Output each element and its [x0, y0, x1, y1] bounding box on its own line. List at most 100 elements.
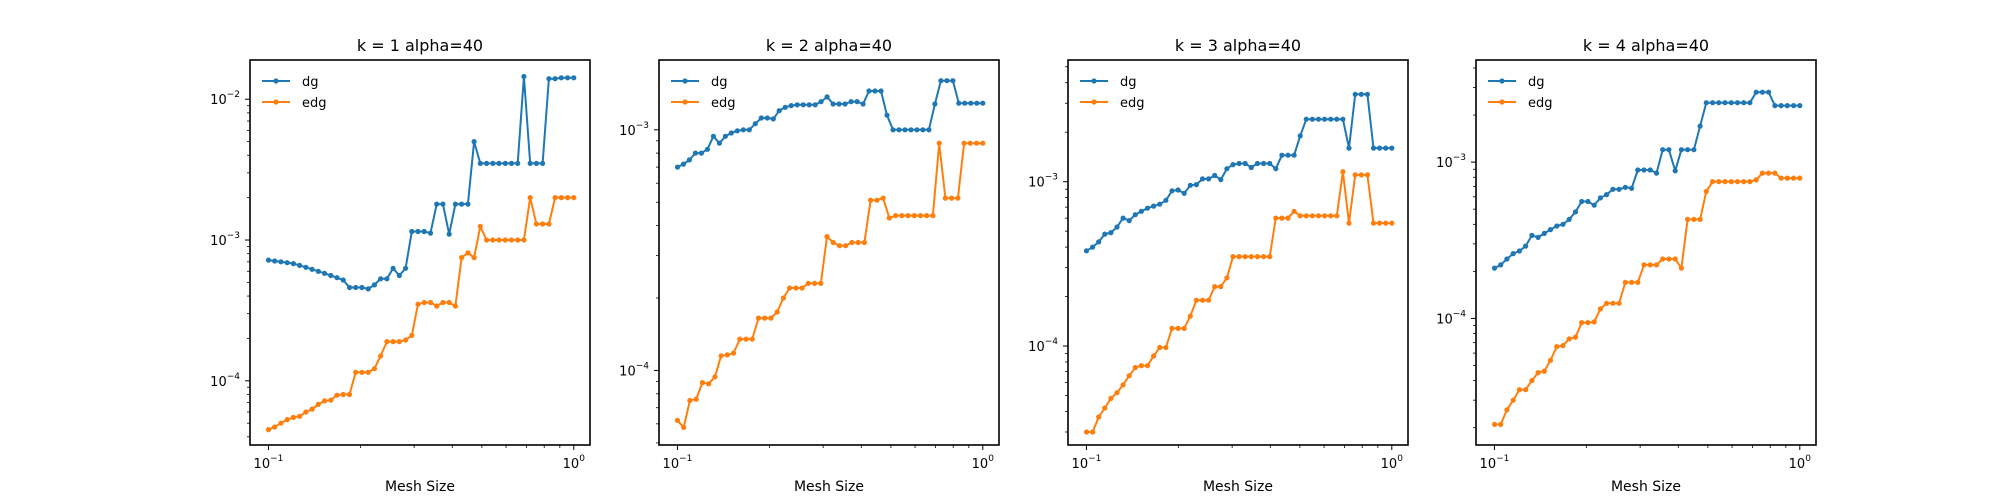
data-point-dg	[1666, 147, 1672, 153]
data-point-edg	[730, 350, 737, 356]
data-point-dg	[830, 101, 836, 107]
data-point-dg	[1510, 251, 1516, 257]
x-axis-label: Mesh Size	[1203, 479, 1273, 495]
data-point-edg	[1635, 279, 1641, 285]
data-point-dg	[860, 101, 866, 107]
data-point-edg	[1328, 213, 1334, 219]
data-point-dg	[974, 100, 980, 106]
x-tick-label: 100	[1381, 454, 1404, 472]
data-point-dg	[328, 272, 334, 279]
data-point-dg	[1236, 160, 1242, 167]
x-tick-label: 10−1	[663, 454, 693, 472]
data-point-dg	[896, 127, 902, 133]
data-point-edg	[681, 424, 687, 430]
data-point-dg	[272, 258, 278, 264]
data-point-edg	[1572, 334, 1579, 340]
data-point-edg	[1753, 177, 1759, 183]
data-point-dg	[1279, 152, 1285, 158]
data-point-dg	[1138, 208, 1144, 214]
data-point-edg	[1297, 213, 1303, 219]
data-point-edg	[1285, 215, 1291, 221]
data-point-dg	[1753, 89, 1759, 95]
data-point-edg	[315, 401, 321, 407]
data-point-edg	[346, 391, 353, 398]
legend-marker-dg	[1499, 78, 1505, 84]
data-point-dg	[365, 286, 371, 292]
data-point-edg	[1784, 175, 1790, 181]
data-point-dg	[1566, 216, 1572, 222]
legend-label-dg: dg	[711, 75, 728, 90]
data-point-dg	[890, 127, 896, 133]
data-point-edg	[1334, 213, 1340, 219]
data-point-edg	[917, 213, 924, 219]
data-point-edg	[1597, 306, 1603, 312]
data-point-dg	[533, 160, 540, 166]
data-point-dg	[353, 284, 359, 291]
data-point-dg	[956, 100, 962, 106]
data-point-edg	[1083, 429, 1090, 435]
data-point-dg	[818, 99, 824, 105]
series-line-dg	[1085, 93, 1392, 252]
data-point-dg	[722, 133, 729, 139]
legend-label-edg: edg	[1528, 96, 1553, 111]
data-point-edg	[1236, 254, 1242, 260]
data-point-edg	[836, 243, 843, 249]
data-point-dg	[1722, 100, 1728, 106]
data-point-dg	[1591, 202, 1597, 208]
data-point-edg	[712, 374, 718, 380]
data-point-dg	[1163, 197, 1169, 203]
data-point-edg	[1358, 172, 1364, 178]
data-point-edg	[824, 234, 830, 240]
y-tick-label: 10−4	[210, 372, 240, 390]
data-point-dg	[1328, 116, 1334, 122]
data-point-edg	[1383, 220, 1389, 226]
data-point-dg	[384, 276, 390, 282]
data-point-edg	[484, 237, 490, 243]
data-point-edg	[340, 391, 346, 398]
data-point-edg	[787, 285, 793, 291]
data-point-dg	[944, 78, 950, 84]
data-point-dg	[427, 230, 434, 236]
data-point-dg	[1629, 185, 1635, 191]
data-point-dg	[1535, 234, 1541, 240]
data-point-edg	[533, 221, 540, 227]
data-point-edg	[1710, 179, 1716, 185]
x-axis-label: Mesh Size	[385, 479, 455, 495]
data-point-edg	[699, 380, 706, 386]
data-point-edg	[1175, 325, 1181, 331]
data-point-edg	[565, 195, 571, 201]
data-point-edg	[955, 195, 961, 201]
data-point-dg	[1322, 116, 1328, 122]
data-point-dg	[1144, 205, 1151, 211]
data-point-dg	[1370, 145, 1377, 151]
x-tick-label: 100	[972, 454, 995, 472]
data-point-edg	[724, 352, 730, 358]
data-point-edg	[1579, 320, 1585, 326]
data-point-dg	[496, 160, 502, 166]
data-point-dg	[1597, 195, 1603, 201]
data-point-edg	[1672, 256, 1678, 262]
data-point-edg	[1370, 220, 1377, 226]
data-point-dg	[1653, 170, 1660, 176]
data-point-edg	[974, 140, 980, 146]
data-point-dg	[1791, 103, 1797, 109]
x-axis-label: Mesh Size	[1611, 479, 1681, 495]
data-point-edg	[674, 417, 681, 423]
chart-panel-2: k = 2 alpha=40 Mesh Size 10−1 100 10−4 10−3 dg…	[619, 36, 1000, 495]
data-point-dg	[1132, 212, 1138, 218]
legend-label-edg: edg	[711, 96, 736, 111]
data-point-dg	[1206, 176, 1212, 182]
data-point-dg	[1734, 100, 1741, 106]
x-tick-label: 100	[563, 454, 586, 472]
data-point-edg	[1315, 213, 1322, 219]
data-point-dg	[914, 127, 920, 133]
data-point-edg	[1193, 297, 1199, 303]
data-point-dg	[1747, 100, 1753, 106]
data-point-edg	[1151, 353, 1157, 359]
data-point-edg	[924, 213, 930, 219]
data-point-edg	[1352, 172, 1358, 178]
data-point-edg	[546, 221, 552, 227]
data-point-dg	[1383, 145, 1389, 151]
data-point-dg	[1710, 100, 1716, 106]
data-point-dg	[409, 228, 415, 235]
